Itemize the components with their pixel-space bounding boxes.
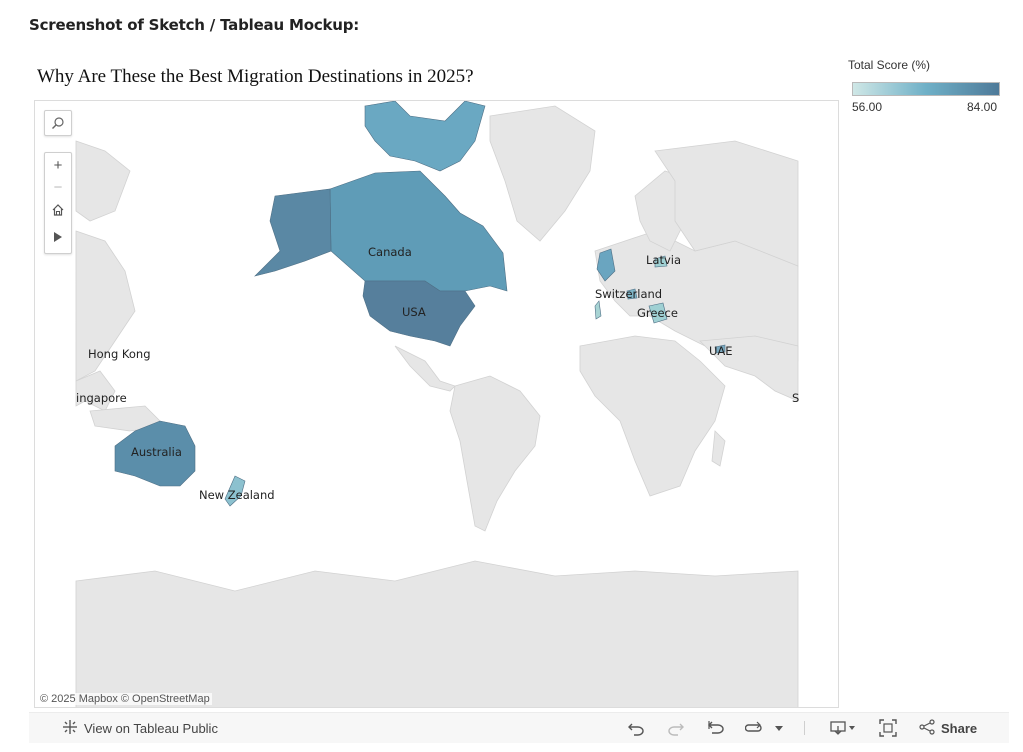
tableau-logo-icon	[62, 719, 78, 738]
region-greece[interactable]	[648, 302, 668, 324]
land-central-america	[394, 345, 456, 392]
home-icon[interactable]	[45, 199, 71, 221]
map-credit[interactable]: © 2025 Mapbox © OpenStreetMap	[38, 693, 212, 705]
map-land-background	[75, 102, 799, 707]
share-button[interactable]: Share	[919, 713, 977, 743]
label-s: S	[792, 391, 799, 405]
region-australia[interactable]	[114, 420, 196, 487]
label-uae: UAE	[709, 344, 733, 358]
revert-icon[interactable]	[707, 713, 725, 743]
region-portugal[interactable]	[594, 300, 602, 320]
fullscreen-icon[interactable]	[879, 713, 897, 743]
legend-color-ramp	[852, 82, 1000, 96]
land-madagascar	[711, 430, 726, 467]
play-icon[interactable]	[45, 226, 71, 248]
dropdown-icon[interactable]	[774, 713, 784, 743]
land-north-asia	[654, 140, 799, 267]
undo-icon[interactable]	[627, 713, 645, 743]
label-latvia: Latvia	[646, 253, 681, 267]
label-canada: Canada	[368, 245, 412, 259]
region-canada-arctic[interactable]	[364, 101, 486, 172]
land-africa	[579, 335, 726, 497]
world-map[interactable]: Canada USA Australia New Zealand Latvia …	[35, 101, 839, 708]
land-antarctica	[75, 560, 799, 707]
land-greenland	[489, 105, 596, 242]
land-south-america	[449, 375, 541, 532]
legend-max-label: 84.00	[967, 100, 998, 114]
label-greece: Greece	[637, 306, 678, 320]
view-on-tableau-public-link[interactable]: View on Tableau Public	[62, 713, 218, 743]
region-latvia[interactable]	[654, 255, 668, 268]
land-siberia-east	[75, 140, 131, 222]
share-icon	[919, 718, 935, 738]
zoom-in-button[interactable]: +	[53, 156, 63, 174]
region-uk[interactable]	[596, 248, 616, 282]
map-nav-toolbar: + −	[44, 152, 72, 254]
region-uae[interactable]	[714, 344, 726, 354]
region-new-zealand[interactable]	[224, 475, 246, 507]
legend-min-label: 56.00	[852, 100, 883, 114]
toolbar-separator	[804, 721, 805, 735]
view-on-tableau-public-label: View on Tableau Public	[84, 720, 218, 736]
tableau-toolbar: View on Tableau Public Share	[29, 712, 1009, 743]
share-label: Share	[941, 720, 978, 736]
refresh-icon[interactable]	[745, 713, 763, 743]
map-search-button[interactable]	[44, 110, 72, 136]
highlighted-countries	[114, 101, 726, 507]
country-labels: Canada USA Australia New Zealand Latvia …	[76, 245, 799, 502]
label-hong-kong: Hong Kong	[88, 347, 151, 361]
region-switzerland[interactable]	[626, 288, 638, 300]
download-icon[interactable]	[829, 713, 857, 743]
legend-title: Total Score (%)	[848, 58, 931, 72]
region-alaska[interactable]	[254, 188, 332, 277]
region-usa[interactable]	[362, 280, 476, 347]
viz-title: Why Are These the Best Migration Destina…	[37, 66, 474, 87]
zoom-out-button[interactable]: −	[53, 178, 63, 196]
label-new-zealand: New Zealand	[199, 488, 275, 502]
map-view[interactable]: Canada USA Australia New Zealand Latvia …	[34, 100, 839, 708]
label-singapore: ingapore	[76, 391, 127, 405]
redo-icon[interactable]	[667, 713, 685, 743]
search-icon[interactable]	[45, 112, 71, 134]
label-usa: USA	[402, 305, 426, 319]
label-australia: Australia	[131, 445, 182, 459]
label-switzerland: Switzerland	[595, 287, 662, 301]
page-heading: Screenshot of Sketch / Tableau Mockup:	[29, 16, 360, 34]
